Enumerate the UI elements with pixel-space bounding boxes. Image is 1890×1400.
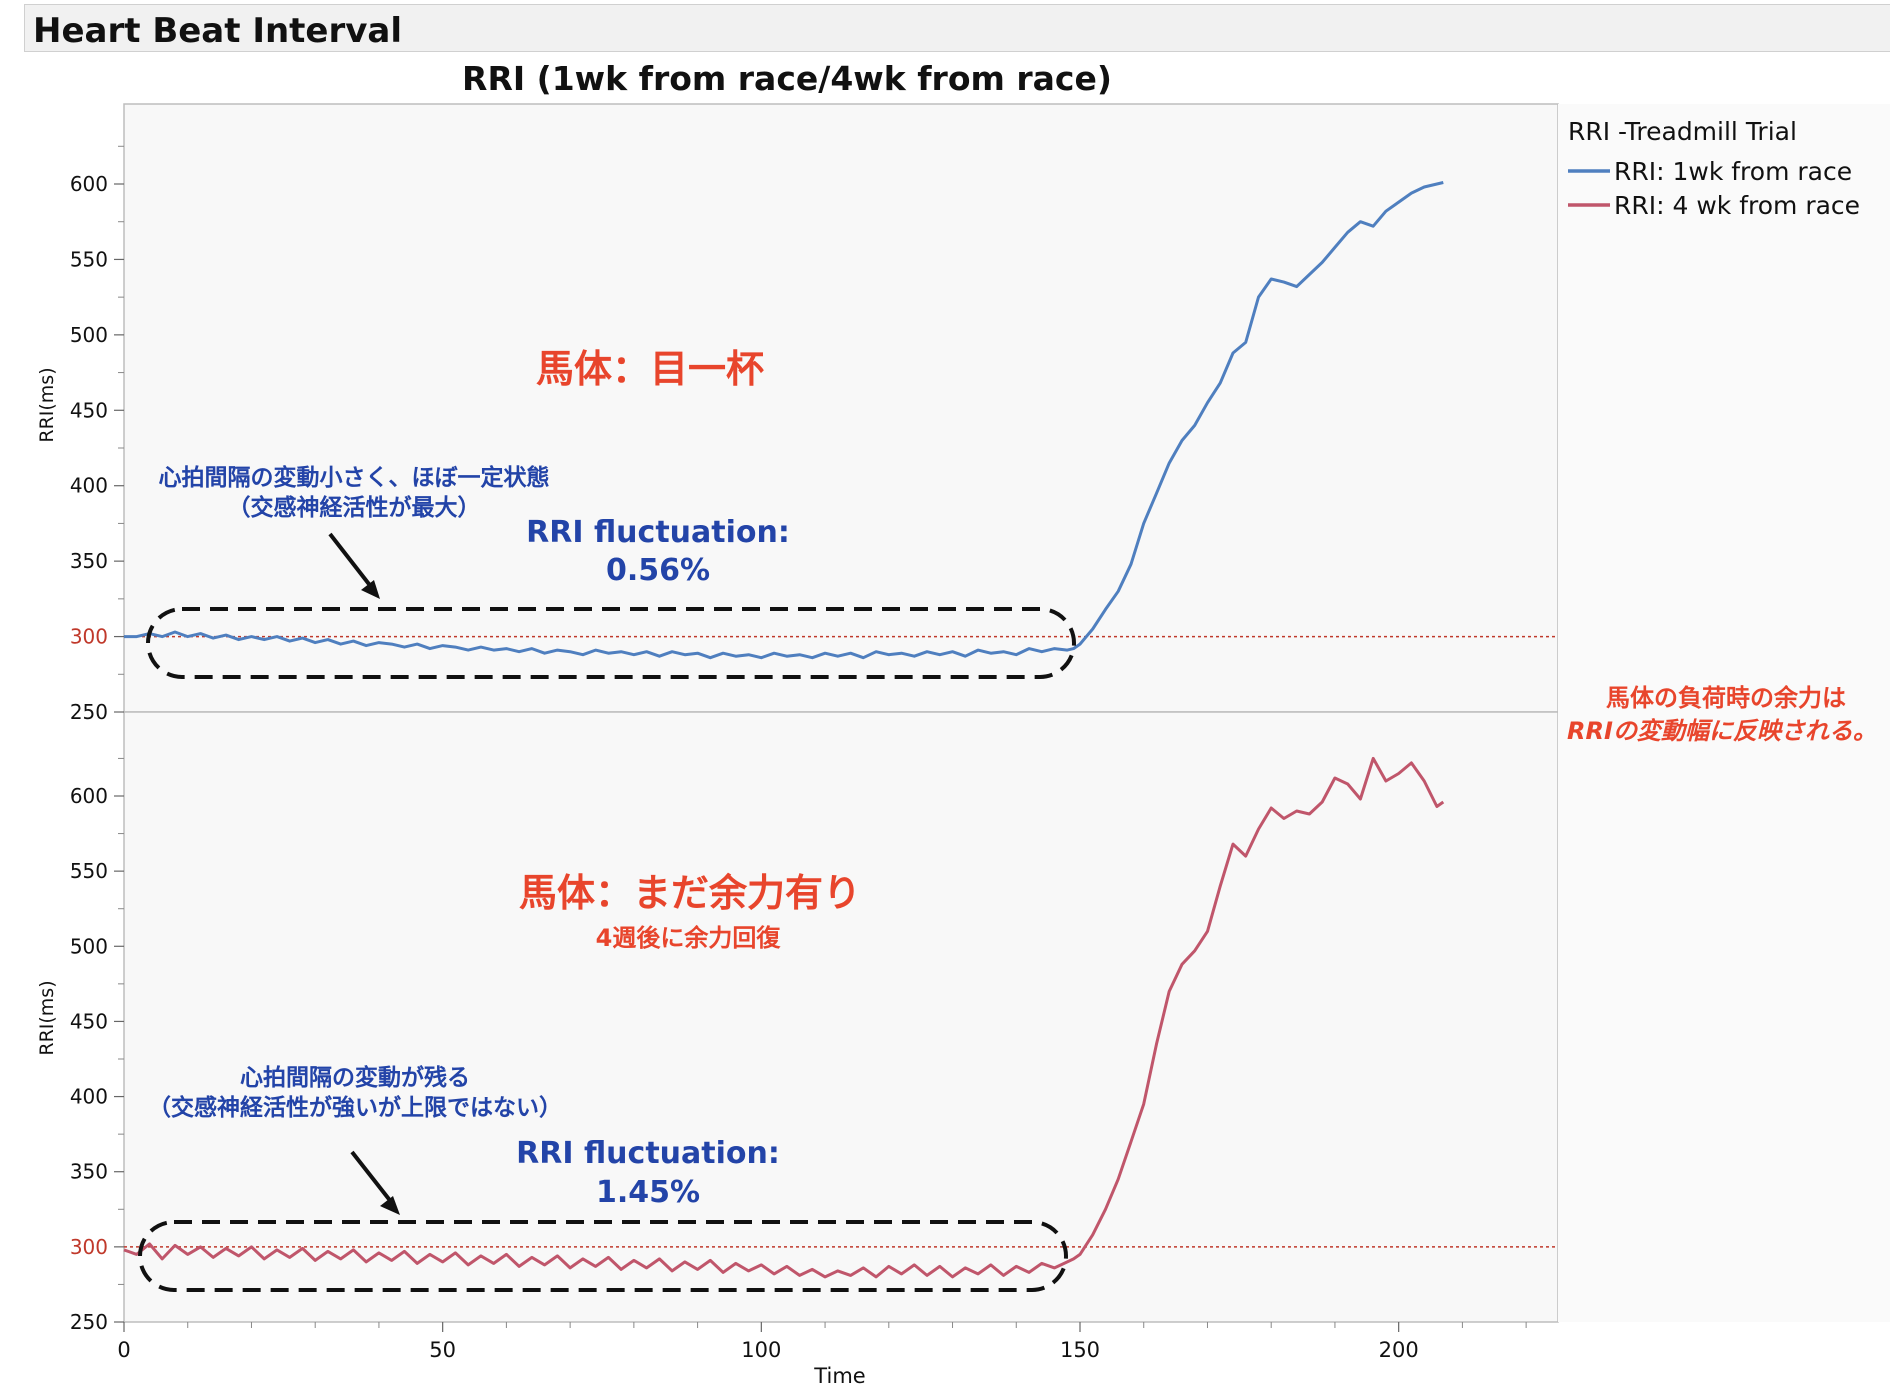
fluct-label-bottom: RRI fluctuation: xyxy=(516,1136,780,1171)
arrow-top-shaft xyxy=(328,532,374,590)
x-axis-label: Time xyxy=(813,1364,865,1388)
side-note-line1: 馬体の負荷時の余力は xyxy=(1606,684,1846,712)
headline-bottom: 馬体：まだ余力有り xyxy=(519,871,861,915)
y-axis-label-bottom: RRI(ms) xyxy=(36,980,58,1055)
legend-entry-1wk: RRI: 1wk from race xyxy=(1614,157,1852,186)
series-line-1wk xyxy=(124,181,1444,660)
y-tick-label: 450 xyxy=(70,398,108,422)
highlight-box-top xyxy=(146,607,1076,679)
legend-box xyxy=(1558,104,1890,1322)
window-header: Heart Beat Interval xyxy=(24,4,1890,52)
y-tick-label: 500 xyxy=(70,323,108,347)
x-tick-label: 200 xyxy=(1379,1338,1419,1362)
y-tick-label: 350 xyxy=(70,1160,108,1184)
fluct-value-top: 0.56% xyxy=(606,553,710,588)
y-tick-label: 250 xyxy=(70,1310,108,1334)
plot-frame-bottom xyxy=(123,711,1559,1323)
y-tick-label: 450 xyxy=(70,1009,108,1033)
chart-title: RRI (1wk from race/4wk from race) xyxy=(462,59,1112,98)
y-tick-label: 400 xyxy=(70,474,108,498)
highlight-box-bottom xyxy=(138,1220,1068,1292)
y-tick-label: 300 xyxy=(70,1235,108,1259)
y-tick-label: 350 xyxy=(70,549,108,573)
x-tick-label: 100 xyxy=(741,1338,781,1362)
arrow-bottom-head xyxy=(380,1196,400,1215)
series-line-4wk xyxy=(123,756,1445,1279)
arrow-bottom-shaft xyxy=(350,1150,394,1205)
y-tick-label: 550 xyxy=(70,247,108,271)
x-tick-label: 0 xyxy=(117,1338,130,1362)
note-bottom-line2: （交感神経活性が強いが上限ではない） xyxy=(148,1094,562,1121)
x-tick-label: 50 xyxy=(429,1338,456,1362)
y-tick-label: 400 xyxy=(70,1085,108,1109)
y-tick-label: 600 xyxy=(70,784,108,808)
y-axis-label-top: RRI(ms) xyxy=(36,367,58,442)
y-tick-label: 250 xyxy=(70,700,108,724)
y-tick-label: 300 xyxy=(70,625,108,649)
note-top-line2: （交感神経活性が最大） xyxy=(228,494,481,521)
note-top-line1: 心拍間隔の変動小さく、ほぼ一定状態 xyxy=(159,464,550,491)
side-note-line2: RRIの変動幅に反映される。 xyxy=(1567,717,1877,745)
y-tick-label: 600 xyxy=(70,172,108,196)
subline-bottom: 4週後に余力回復 xyxy=(596,924,782,952)
fluct-value-bottom: 1.45% xyxy=(596,1175,700,1210)
fluct-label-top: RRI fluctuation: xyxy=(526,515,790,550)
note-bottom-line1: 心拍間隔の変動が残る xyxy=(240,1064,470,1091)
y-tick-label: 500 xyxy=(70,934,108,958)
legend-entry-4wk: RRI: 4 wk from race xyxy=(1614,191,1860,220)
window-title: Heart Beat Interval xyxy=(33,11,403,51)
legend-title: RRI -Treadmill Trial xyxy=(1568,117,1797,146)
x-tick-label: 150 xyxy=(1060,1338,1100,1362)
arrow-top-head xyxy=(361,580,380,599)
y-tick-label: 550 xyxy=(70,859,108,883)
headline-top: 馬体：目一杯 xyxy=(536,347,764,391)
plot-frame-top xyxy=(123,103,1559,713)
